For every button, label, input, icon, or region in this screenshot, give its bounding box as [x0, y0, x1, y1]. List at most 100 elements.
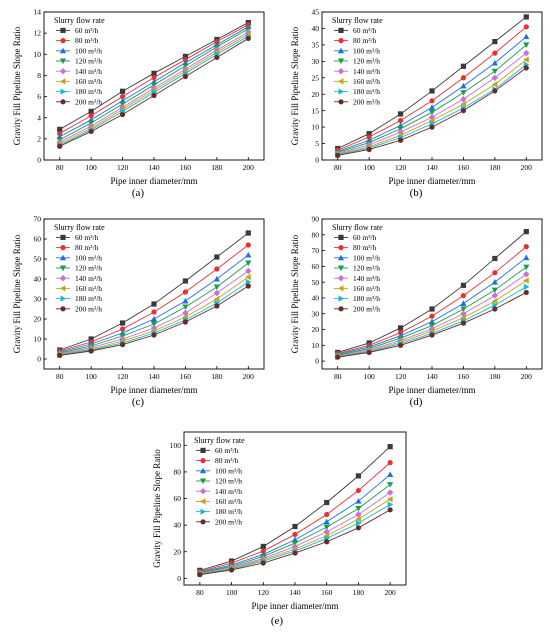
- legend-entry: 200 m³/h: [353, 304, 380, 313]
- panel-label-e: (e): [271, 615, 284, 627]
- legend-marker: [338, 234, 344, 240]
- data-point: [429, 313, 435, 319]
- data-point: [335, 152, 341, 158]
- legend-title: Slurry flow rate: [332, 16, 383, 25]
- data-point: [397, 330, 404, 336]
- y-tick-label: 45: [312, 8, 320, 17]
- legend-marker: [199, 498, 206, 505]
- x-tick-label: 180: [489, 163, 501, 172]
- legend-marker: [59, 78, 66, 85]
- y-tick-label: 12: [34, 29, 42, 38]
- legend-entry: 100 m³/h: [75, 46, 102, 55]
- legend-entry: 100 m³/h: [75, 253, 102, 262]
- data-point: [323, 518, 330, 525]
- x-tick-label: 180: [211, 372, 223, 381]
- data-point: [214, 254, 220, 260]
- data-point: [292, 550, 298, 556]
- data-point: [150, 84, 158, 92]
- data-point: [366, 349, 372, 356]
- x-tick-label: 160: [321, 588, 333, 597]
- data-point: [245, 283, 251, 289]
- y-tick-label: 20: [34, 315, 42, 324]
- x-axis-label: Pipe inner diameter/mm: [111, 385, 198, 395]
- x-tick-label: 200: [521, 163, 533, 172]
- data-point: [355, 516, 361, 523]
- data-point: [214, 303, 220, 309]
- legend-marker: [60, 38, 66, 44]
- legend-entry: 200 m³/h: [75, 304, 102, 313]
- chart-panel-5: 80 100 120 140 160 180 200 0 20 40 60 80 100 Pipe inn…: [152, 431, 407, 611]
- data-point: [150, 321, 158, 328]
- data-point: [523, 254, 530, 261]
- legend-marker: [60, 27, 66, 33]
- legend-marker: [337, 285, 344, 292]
- legend-entry: 60 m³/h: [75, 26, 99, 35]
- legend-marker: [200, 447, 206, 453]
- data-point: [460, 282, 467, 288]
- x-tick-label: 140: [148, 372, 160, 381]
- y-tick-label: 100: [170, 441, 182, 450]
- data-point: [460, 75, 467, 81]
- legend-entry: 60 m³/h: [353, 233, 377, 242]
- data-point: [492, 88, 498, 94]
- data-point: [387, 471, 394, 478]
- data-point: [460, 108, 467, 114]
- x-tick-label: 100: [364, 372, 376, 381]
- x-tick-label: 80: [56, 163, 64, 172]
- legend-entry: 140 m³/h: [75, 274, 102, 283]
- data-point: [387, 501, 394, 508]
- legend-title: Slurry flow rate: [194, 436, 245, 445]
- panel-label-a: (a): [132, 187, 145, 199]
- data-point: [182, 56, 189, 63]
- legend-marker: [337, 58, 345, 65]
- data-point: [182, 289, 189, 295]
- y-tick-label: 60: [312, 262, 320, 271]
- data-point: [57, 126, 63, 132]
- data-point: [182, 278, 189, 284]
- data-point: [151, 332, 157, 338]
- y-tick-label: 50: [312, 278, 320, 287]
- y-tick-label: 20: [312, 325, 320, 334]
- legend-marker: [60, 88, 67, 95]
- legend-marker: [59, 47, 67, 54]
- data-point: [523, 42, 530, 48]
- legend-entry: 180 m³/h: [353, 294, 380, 303]
- x-tick-label: 160: [458, 372, 470, 381]
- y-tick-label: 0: [177, 574, 181, 583]
- data-point: [355, 511, 362, 518]
- data-point: [523, 289, 529, 296]
- data-point: [245, 278, 252, 286]
- y-tick-label: 70: [34, 215, 42, 224]
- legend-title: Slurry flow rate: [332, 223, 383, 232]
- data-point: [523, 244, 529, 250]
- data-point: [324, 511, 330, 518]
- x-tick-label: 80: [334, 163, 342, 172]
- data-point: [88, 336, 94, 342]
- y-tick-label: 25: [312, 73, 320, 82]
- data-point: [245, 35, 251, 42]
- data-point: [260, 548, 266, 554]
- data-point: [245, 273, 251, 281]
- y-axis-label: Gravity Fill Pipeline Slope Ratio: [12, 26, 22, 145]
- data-point: [355, 473, 362, 479]
- data-point: [213, 289, 221, 297]
- data-point: [491, 81, 498, 88]
- legend-entry: 80 m³/h: [75, 243, 99, 252]
- legend-entry: 200 m³/h: [75, 97, 102, 106]
- legend-marker: [338, 99, 344, 105]
- data-point: [323, 524, 330, 531]
- data-point: [119, 93, 126, 100]
- legend-marker: [337, 265, 345, 272]
- data-point: [460, 320, 467, 326]
- y-tick-label: 8: [37, 71, 41, 80]
- data-point: [428, 117, 435, 124]
- y-tick-label: 0: [37, 156, 41, 165]
- legend-title: Slurry flow rate: [54, 16, 105, 25]
- y-axis-label: Gravity Fill Pipeline Slope Ratio: [290, 26, 300, 145]
- chart-panel-1: 80 100 120 140 160 180 200 0 2 4 6 8 10 12 14 Pipe inne…: [12, 8, 265, 186]
- chart-panel-3: 80 100 120 140 160 180 200 0 10 20 30 40 50 60 70 Pipe …: [12, 215, 265, 395]
- y-tick-label: 40: [312, 24, 320, 33]
